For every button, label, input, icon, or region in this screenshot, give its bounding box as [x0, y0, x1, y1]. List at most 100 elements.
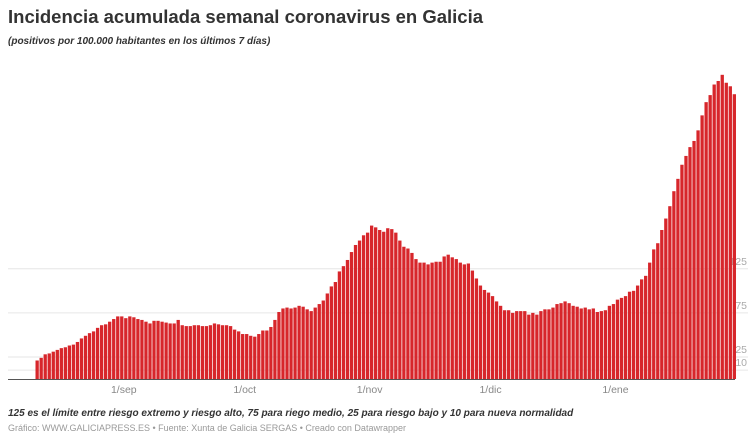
bar [539, 311, 543, 379]
bar [43, 354, 47, 379]
bar [277, 311, 281, 379]
bar [261, 330, 265, 379]
y-tick-label: 75 [735, 300, 747, 312]
bar [188, 326, 192, 379]
bar [631, 290, 636, 379]
bar [704, 102, 708, 379]
bar [627, 291, 632, 379]
chart-title: Incidencia acumulada semanal coronavirus… [8, 6, 484, 27]
bar [305, 309, 309, 379]
bar [228, 326, 233, 379]
bar [482, 289, 487, 379]
bar [692, 140, 696, 379]
bar [511, 312, 515, 379]
bar [67, 345, 72, 379]
bar [442, 256, 446, 379]
bar [196, 325, 200, 379]
x-tick-label: 1/dic [479, 384, 501, 396]
bar [108, 321, 112, 379]
bar [75, 341, 80, 379]
bar [567, 303, 571, 379]
bar [241, 334, 245, 379]
bar [519, 311, 523, 379]
bar [551, 307, 555, 379]
bar [353, 244, 358, 379]
bar [490, 296, 495, 379]
bar [720, 74, 724, 380]
bar [611, 304, 616, 379]
bar [220, 325, 225, 379]
bar [112, 319, 116, 379]
bar [208, 325, 213, 379]
source-credit: Gráfico: WWW.GALICIAPRESS.ES • Fuente: X… [8, 423, 406, 433]
bar [732, 94, 736, 379]
bar [285, 307, 289, 379]
bar [116, 316, 120, 379]
bar [180, 325, 184, 379]
axes: 1/sep 1/oct 1/nov 1/dic 1/ene [8, 379, 735, 396]
bar [619, 297, 624, 379]
bar [224, 325, 229, 379]
bar [269, 326, 273, 379]
bar [79, 338, 84, 379]
bar [104, 324, 108, 379]
bar [648, 262, 652, 379]
bar [607, 305, 612, 379]
bar [575, 306, 579, 379]
bar [418, 262, 422, 379]
bar [63, 347, 68, 379]
bar [700, 115, 704, 380]
bar [321, 300, 325, 379]
bar [378, 229, 382, 379]
bar [341, 266, 346, 379]
bar [83, 335, 88, 379]
bar [253, 336, 257, 379]
bar [406, 248, 410, 379]
bar [603, 310, 608, 379]
bar [91, 331, 96, 379]
bar [547, 309, 551, 379]
bar [329, 286, 333, 379]
bar [543, 309, 547, 379]
bar [212, 323, 217, 379]
bar [434, 261, 438, 379]
bar [660, 229, 664, 379]
bar [486, 292, 491, 379]
bar [87, 333, 92, 379]
bar [664, 218, 668, 379]
bar [728, 86, 732, 379]
bar [249, 335, 253, 379]
bar [200, 326, 205, 379]
bar [59, 348, 63, 379]
bar [470, 270, 475, 379]
bar [680, 164, 684, 379]
x-tick-label: 1/oct [233, 384, 256, 396]
bar [35, 360, 39, 379]
bar [176, 319, 180, 379]
bar [237, 331, 241, 379]
bar [498, 305, 503, 379]
x-tick-label: 1/sep [111, 384, 137, 396]
bar [160, 321, 164, 379]
bar [398, 240, 402, 379]
bar [168, 323, 172, 379]
bar [640, 279, 644, 379]
bar [39, 357, 43, 379]
bar [571, 305, 575, 379]
bar [144, 321, 148, 379]
bar [386, 228, 390, 379]
bar [587, 309, 591, 379]
bar [684, 155, 688, 379]
y-tick-label: 125 [729, 256, 747, 268]
bar [245, 334, 249, 379]
bar [635, 285, 640, 379]
bar [152, 320, 156, 379]
bar [136, 319, 140, 379]
bar [325, 293, 329, 379]
bar [333, 282, 338, 379]
bar [361, 235, 366, 379]
bar [708, 95, 712, 380]
bar [579, 308, 583, 379]
bar [652, 249, 656, 379]
